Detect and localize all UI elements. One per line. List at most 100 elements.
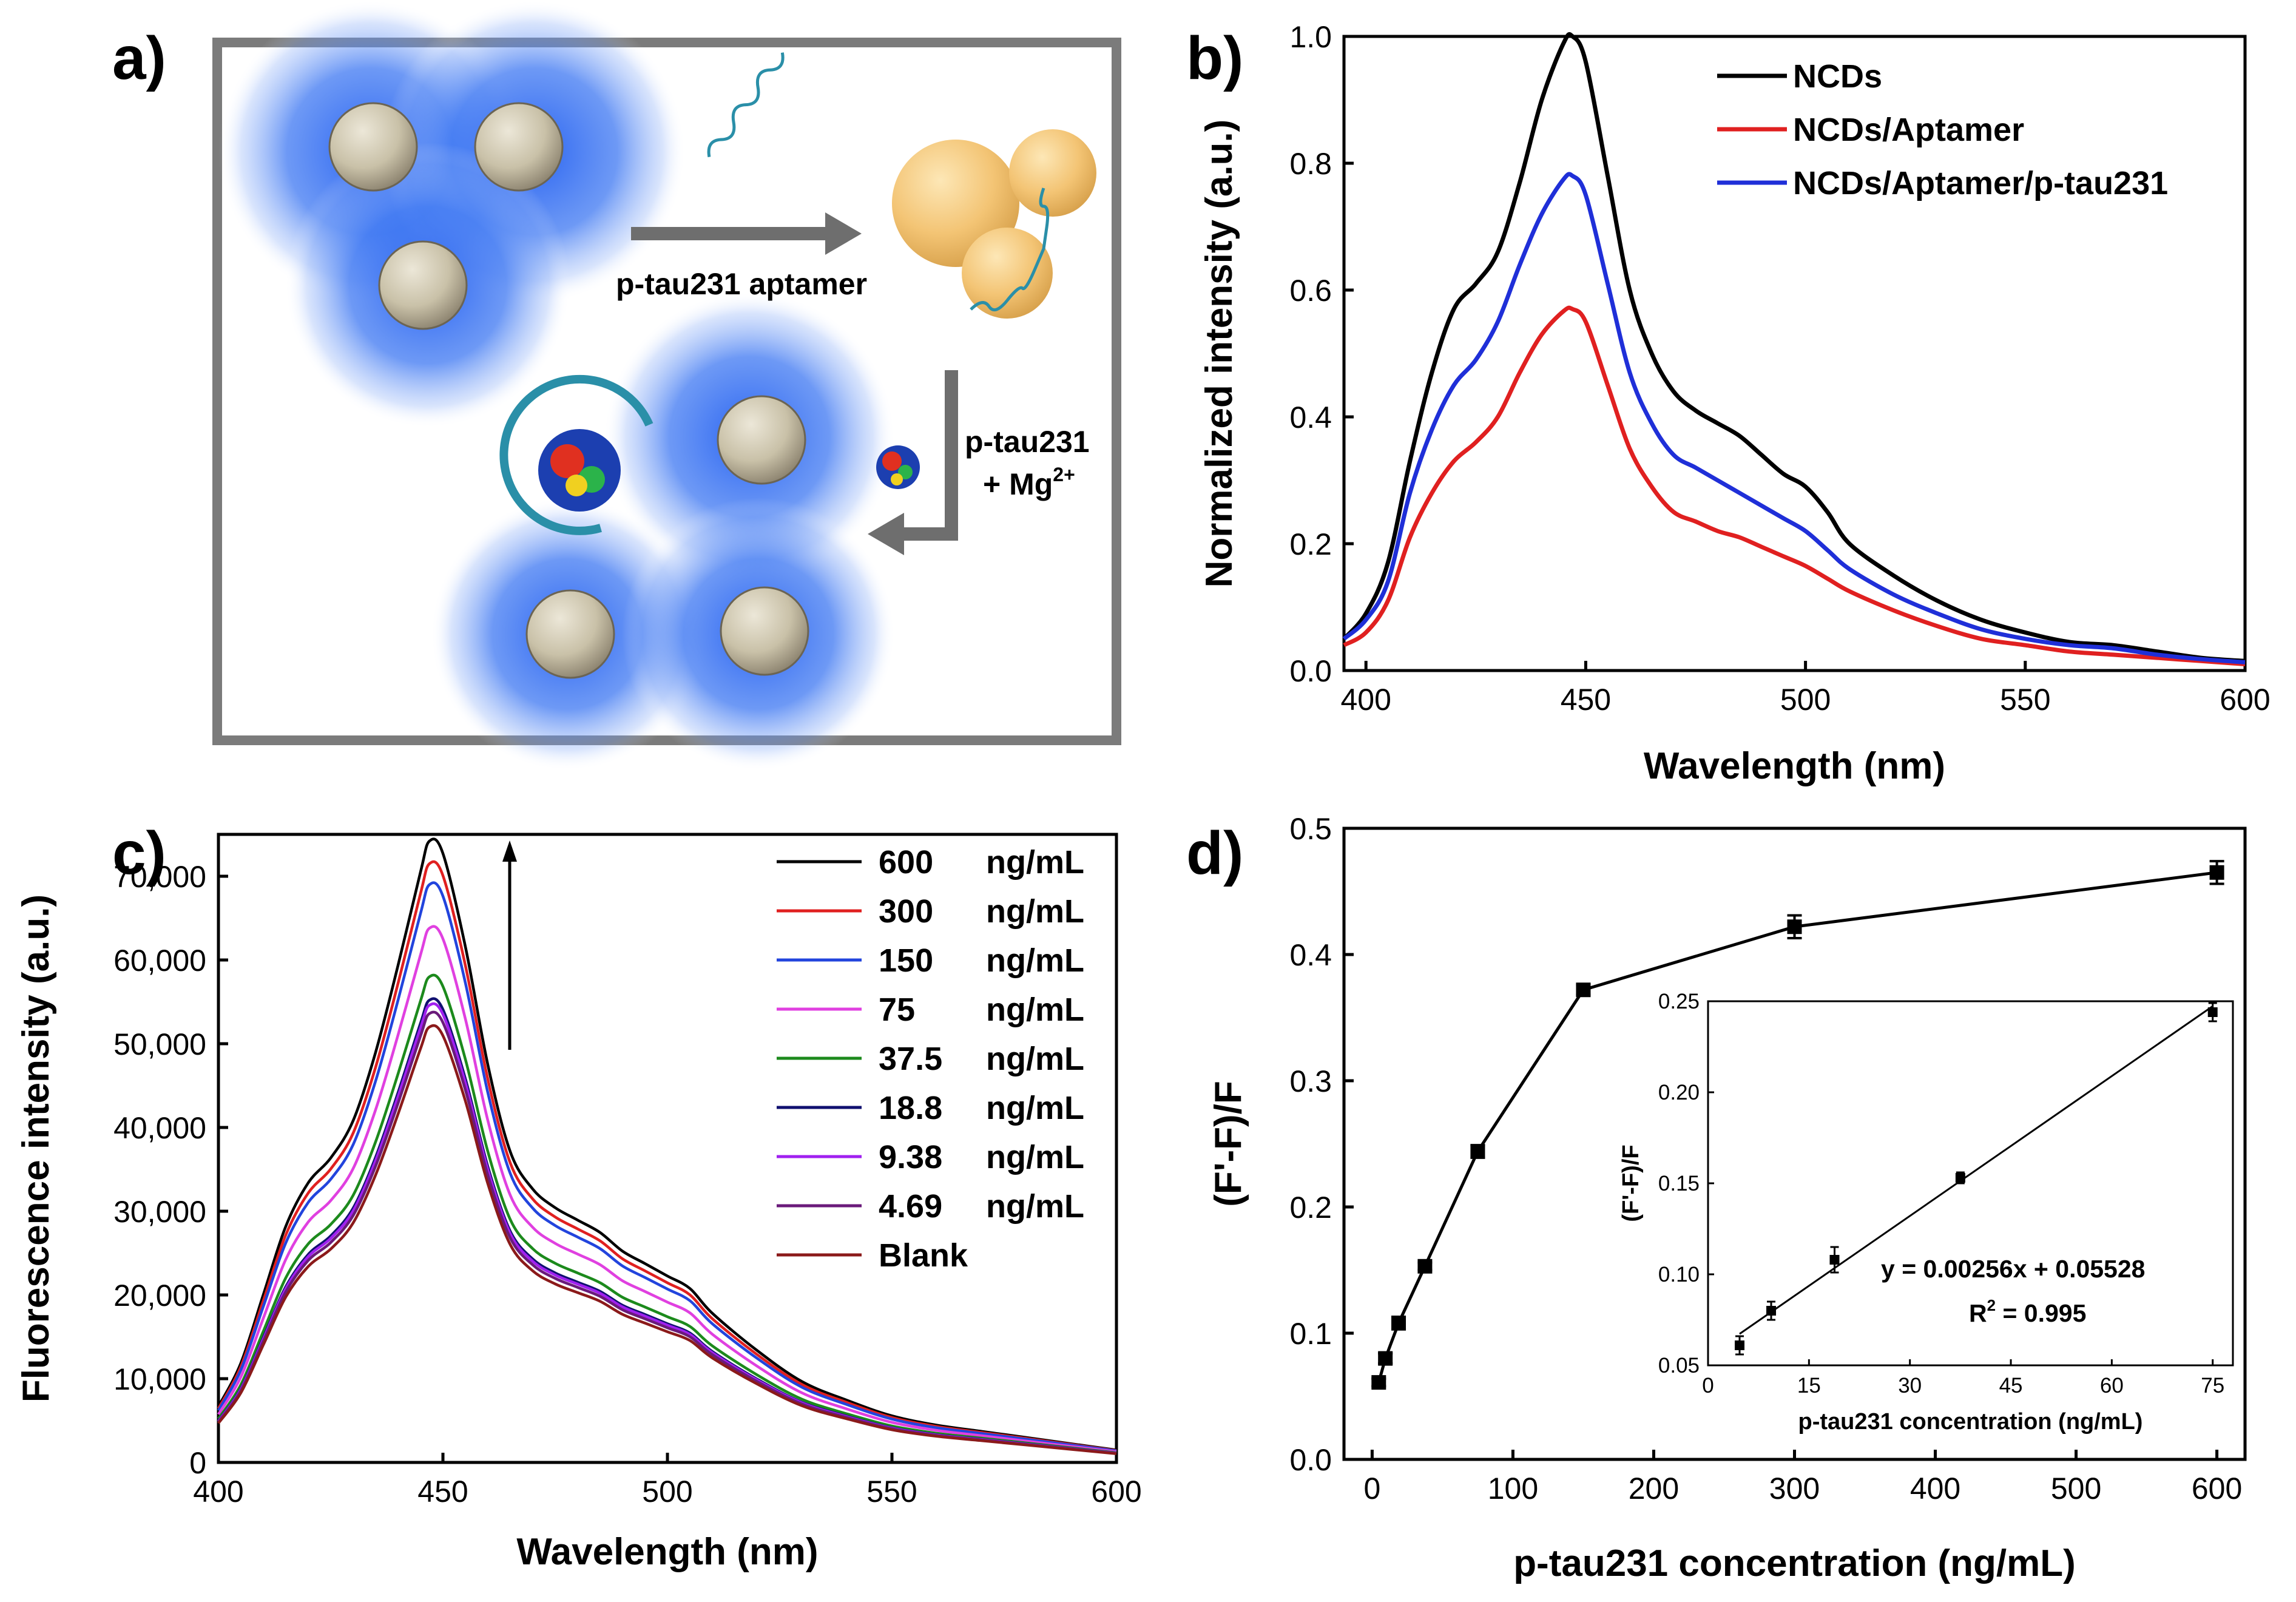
x-tick-label: 300 — [1769, 1472, 1820, 1506]
legend-entry: Blank — [879, 1237, 968, 1274]
target-label-line1: p-tau231 — [965, 425, 1090, 459]
particle — [328, 102, 418, 192]
inset-data-point — [1955, 1173, 1965, 1183]
y-tick-label: 20,000 — [113, 1279, 206, 1313]
y-tick-label: 0.05 — [1658, 1354, 1700, 1377]
legend-entry: NCDs — [1793, 58, 1882, 95]
y-tick-label: 0.25 — [1658, 990, 1700, 1013]
x-tick-label: 500 — [2051, 1472, 2101, 1506]
x-tick-label: 75 — [2201, 1374, 2224, 1398]
series-line-37.5 — [217, 973, 1117, 1455]
legend-entry: NCDs/Aptamer/p-tau231 — [1793, 165, 2168, 201]
data-point — [1576, 982, 1591, 998]
legend-unit: ng/mL — [986, 1188, 1084, 1225]
legend-entry: 4.69 — [879, 1188, 942, 1225]
x-tick-label: 15 — [1797, 1374, 1821, 1398]
aggregated-particle — [962, 228, 1053, 319]
x-tick-label: 450 — [1561, 683, 1611, 717]
data-point — [1470, 1144, 1485, 1159]
x-tick-label: 600 — [2220, 683, 2270, 717]
x-tick-label: 0 — [1364, 1472, 1381, 1506]
y-tick-label: 0.6 — [1289, 274, 1332, 308]
y-tick-label: 30,000 — [113, 1195, 206, 1229]
x-axis-label: Wavelength (nm) — [1644, 745, 1945, 787]
legend-unit: ng/mL — [986, 1090, 1084, 1126]
aptamer-label: p-tau231 aptamer — [616, 267, 867, 301]
legend-unit: ng/mL — [986, 992, 1084, 1028]
legend-entry: 300 — [879, 893, 933, 930]
target-label-line2: + Mg2+ — [983, 464, 1075, 501]
chart-d: 0 100 200 300 400 500 6000.00.10.20.30.40.5p-t… — [1207, 812, 2247, 1584]
data-point — [1787, 919, 1802, 934]
data-point — [1378, 1351, 1393, 1366]
data-point — [1417, 1259, 1433, 1274]
legend-entry: 75 — [879, 992, 915, 1028]
x-tick-label: 60 — [2100, 1374, 2124, 1398]
y-tick-label: 0.3 — [1289, 1064, 1332, 1098]
x-axis-label: p-tau231 concentration (ng/mL) — [1513, 1543, 2076, 1584]
r-squared-sup: 2 — [1987, 1296, 1996, 1314]
series-line-2 — [1343, 305, 2246, 666]
particle — [378, 240, 468, 330]
target-label-mg: + Mg — [983, 467, 1053, 501]
chart-b: 400 450 500 550 600 0.0 0.2 0.4 0.6 0.8 1.0 Wavelen… — [1198, 20, 2271, 787]
quantum-dot-particles — [328, 102, 809, 679]
particle — [474, 102, 564, 192]
chart-c: 400 450 500 550 600 0 10,000 20,000 30,000 40,000… — [15, 833, 1142, 1573]
increase-arrow-head-icon — [502, 840, 517, 862]
legend-entry: 37.5 — [879, 1041, 942, 1077]
series-line-9.38 — [217, 1002, 1117, 1455]
r-squared-prefix: R — [1969, 1299, 1987, 1327]
series-line-3 — [1342, 172, 2246, 664]
y-tick-label: 60,000 — [113, 944, 206, 978]
legend-entry: 18.8 — [879, 1090, 942, 1126]
y-tick-label: 0.4 — [1289, 400, 1332, 434]
inset-data-point — [2207, 1007, 2218, 1017]
y-tick-label: 1.0 — [1289, 20, 1332, 54]
legend-entry: 9.38 — [879, 1139, 942, 1175]
series-line-600 — [217, 837, 1117, 1452]
target-label-sup: 2+ — [1053, 464, 1075, 485]
series-line-4.69 — [217, 1010, 1117, 1455]
plot-frame — [1342, 35, 2247, 672]
r-squared-value: = 0.995 — [1996, 1299, 2086, 1327]
y-axis-label: (F'-F)/F — [1618, 1144, 1644, 1222]
y-tick-label: 40,000 — [113, 1111, 206, 1145]
data-point — [1371, 1375, 1386, 1390]
y-axis-label: Fluorescence intensity (a.u.) — [15, 894, 57, 1402]
x-tick-label: 500 — [642, 1475, 692, 1509]
legend-unit: ng/mL — [986, 893, 1084, 930]
x-tick-label: 0 — [1702, 1374, 1714, 1398]
y-tick-label: 10,000 — [113, 1362, 206, 1396]
y-tick-label: 0.8 — [1289, 147, 1332, 181]
y-tick-label: 70,000 — [113, 860, 206, 894]
inset-data-point — [1766, 1306, 1777, 1316]
y-tick-label: 0.5 — [1289, 812, 1332, 846]
fit-line — [1739, 1005, 2213, 1335]
x-tick-label: 550 — [866, 1475, 917, 1509]
x-tick-label: 500 — [1780, 683, 1831, 717]
protein-small-icon — [876, 445, 920, 489]
inset-data-point — [1829, 1255, 1840, 1265]
series-line-300 — [217, 860, 1117, 1452]
legend-unit: ng/mL — [986, 1139, 1084, 1175]
y-tick-label: 0.2 — [1289, 527, 1332, 561]
y-tick-label: 0.0 — [1289, 654, 1332, 688]
particle — [717, 395, 806, 485]
x-axis-label: p-tau231 concentration (ng/mL) — [1798, 1409, 2143, 1435]
arrow-left-head-icon — [868, 513, 904, 555]
plot-frame — [217, 833, 1118, 1464]
protein-aptamer-complex-icon — [499, 374, 653, 535]
x-tick-label: 45 — [1999, 1374, 2023, 1398]
aptamer-strand-icon — [707, 52, 785, 158]
x-tick-label: 600 — [2192, 1472, 2242, 1506]
series-line-Blank — [217, 1024, 1117, 1455]
fit-equation: y = 0.00256x + 0.05528 — [1881, 1255, 2145, 1283]
particle — [720, 586, 809, 676]
series-line-150 — [217, 881, 1117, 1453]
y-axis-label: Normalized intensity (a.u.) — [1198, 120, 1240, 588]
panel-d: d) 0 100 200 300 400 500 6000.00.10.20.30.40.5… — [1186, 812, 2247, 1584]
schematic-frame — [212, 38, 1121, 745]
x-tick-label: 400 — [193, 1475, 243, 1509]
